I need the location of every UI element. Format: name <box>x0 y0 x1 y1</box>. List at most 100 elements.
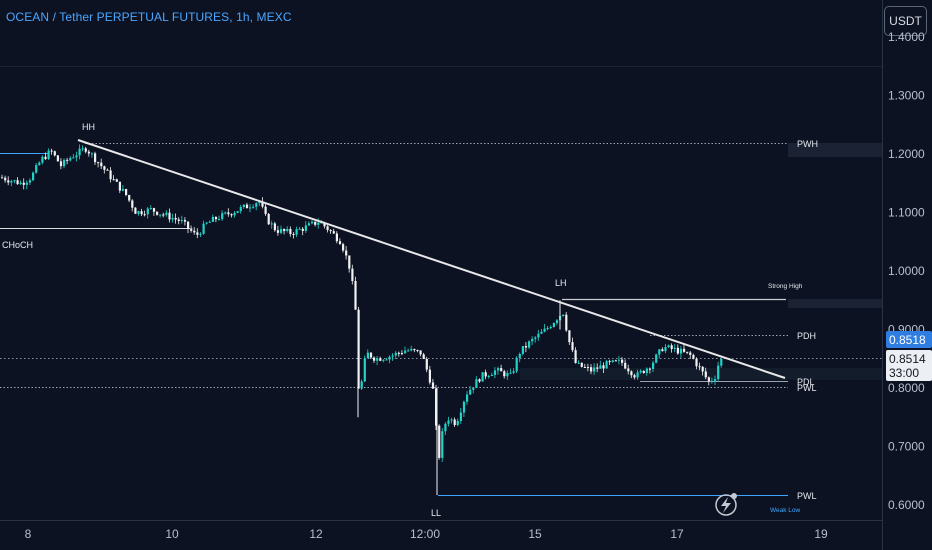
candle-down <box>422 354 425 359</box>
candle-up <box>664 347 667 352</box>
candle-down <box>56 155 59 162</box>
hh-label: HH <box>82 122 95 132</box>
candle-up <box>714 379 717 381</box>
candle-up <box>407 350 410 352</box>
candle-up <box>63 159 66 167</box>
candle-up <box>202 223 205 234</box>
candle-down <box>187 221 190 229</box>
candle-down <box>273 223 276 231</box>
candle-up <box>295 229 298 235</box>
candle-down <box>431 382 435 389</box>
candle-up <box>298 228 301 230</box>
candle-down <box>342 244 345 251</box>
candle-up <box>531 338 534 342</box>
candle-up <box>549 326 552 329</box>
pwl-label-lower: PWL <box>797 491 817 501</box>
price-tick-label: 0.6000 <box>888 498 925 512</box>
candle-up <box>475 379 478 388</box>
candle-up <box>652 362 655 369</box>
candle-down <box>162 214 165 216</box>
candle-down <box>332 231 335 234</box>
candle-down <box>326 226 329 231</box>
candle-up <box>304 225 307 231</box>
candle-down <box>143 214 146 216</box>
candle-up <box>534 337 537 339</box>
price-axis[interactable]: 1.40001.30001.20001.10001.00000.90000.80… <box>888 30 925 512</box>
candle-down <box>661 349 664 352</box>
candle-down <box>183 220 187 222</box>
candle-down <box>683 348 686 352</box>
candle-up <box>493 370 497 375</box>
chart-title: OCEAN / Tether PERPETUAL FUTURES, 1h, ME… <box>6 10 292 24</box>
currency-button[interactable]: USDT <box>884 6 927 36</box>
candle-up <box>655 354 658 363</box>
candle-up <box>667 345 670 348</box>
candle-up <box>546 328 549 330</box>
candle-up <box>239 207 242 212</box>
candle-down <box>276 230 280 233</box>
descending-trendline[interactable] <box>77 139 786 379</box>
strong-high-zone <box>788 299 882 308</box>
candle-down <box>44 156 47 159</box>
lightning-alert-icon[interactable] <box>715 493 737 516</box>
candle-down <box>351 268 354 281</box>
time-axis[interactable]: 8 10 12 12:00 15 17 19 <box>25 527 828 541</box>
candle-up <box>639 370 642 373</box>
price-tick-label: 0.8000 <box>888 381 925 395</box>
candle-down <box>196 232 199 235</box>
candle-up <box>149 208 152 210</box>
candle-up <box>146 208 149 215</box>
candle-up <box>233 212 236 216</box>
candle-down <box>4 177 7 181</box>
candle-down <box>193 230 196 233</box>
candle-down <box>602 365 605 369</box>
candle-down <box>314 221 317 225</box>
candle-down <box>624 362 627 369</box>
candle-down <box>66 159 69 161</box>
candle-up <box>69 157 72 161</box>
price-tick-label: 1.2000 <box>888 147 925 161</box>
candle-up <box>218 219 221 221</box>
candle-down <box>140 211 143 215</box>
candle-down <box>568 330 571 343</box>
countdown-text: 33:00 <box>889 366 919 380</box>
candle-up <box>394 352 397 356</box>
candle-up <box>199 233 202 235</box>
candle-up <box>528 341 531 348</box>
candle-down <box>190 228 193 231</box>
candle-down <box>87 151 90 154</box>
candle-down <box>354 280 357 310</box>
candle-down <box>357 309 360 389</box>
candle-down <box>373 357 376 361</box>
candle-up <box>159 214 162 216</box>
time-tick-label: 12:00 <box>410 527 440 541</box>
candle-up <box>13 180 16 182</box>
candle-down <box>453 419 456 426</box>
candle-up <box>258 201 261 204</box>
candle-down <box>642 370 645 373</box>
candle-up <box>481 372 484 382</box>
candle-down <box>177 219 180 221</box>
choch-label: CHoCH <box>2 240 33 250</box>
pwl-label-upper: PWL <box>797 383 817 393</box>
candle-up <box>636 372 639 378</box>
candle-up <box>242 204 245 208</box>
candle-up <box>404 350 407 354</box>
candle-up <box>555 320 559 324</box>
time-tick-label: 12 <box>309 527 323 541</box>
candle-up <box>447 420 450 424</box>
candle-down <box>633 375 636 378</box>
candle-up <box>497 368 500 371</box>
candle-up <box>509 372 512 374</box>
pdl-label: PDL <box>797 377 815 387</box>
candle-up <box>450 419 453 421</box>
candle-up <box>599 365 602 369</box>
candle-down <box>245 204 249 209</box>
candle-down <box>419 350 422 355</box>
candle-up <box>466 394 469 402</box>
candle-down <box>500 368 503 372</box>
last-price-text: 0.8518 <box>889 333 926 347</box>
candle-down <box>590 367 593 372</box>
candle-down <box>565 314 568 331</box>
